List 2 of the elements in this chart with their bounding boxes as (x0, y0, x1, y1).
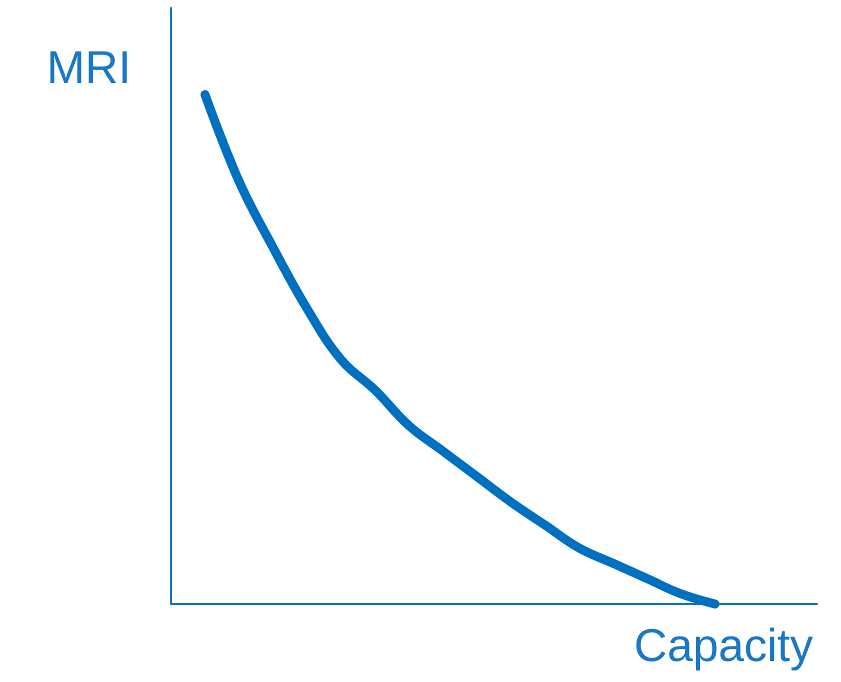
y-axis-title: MRI (46, 41, 131, 93)
x-axis-title: Capacity (634, 619, 813, 671)
